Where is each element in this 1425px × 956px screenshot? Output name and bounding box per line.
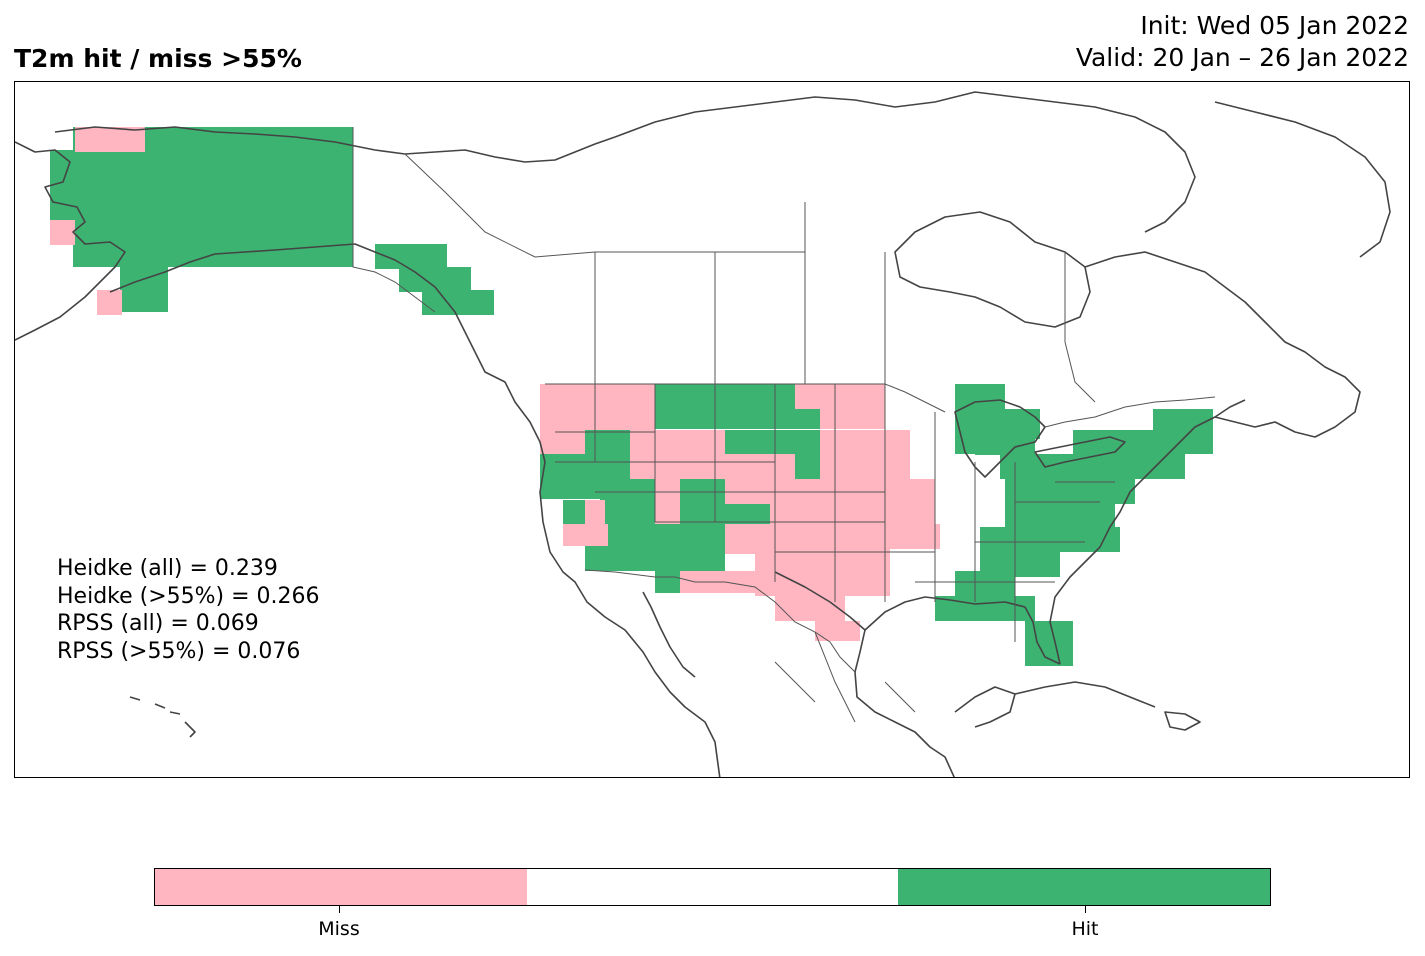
- hit-cell-59: [1085, 479, 1135, 504]
- hit-cell-9: [422, 290, 494, 315]
- hawaii-islands: [129, 696, 196, 738]
- great-lakes: [954, 399, 1046, 478]
- hit-cell-26: [540, 479, 600, 499]
- coastline-east-us: [1049, 399, 1246, 665]
- coastline-gulf-north: [864, 596, 1061, 665]
- colorbar-label-hit: Hit: [1071, 918, 1099, 940]
- hit-cell-52: [1015, 409, 1040, 431]
- coastline-arctic-islands: [614, 91, 1196, 233]
- hit-cell-60: [1005, 502, 1115, 527]
- hit-cell-19: [785, 430, 820, 455]
- miss-cell-33: [585, 500, 605, 525]
- miss-cell-13: [795, 384, 885, 409]
- map-title: T2m hit / miss >55%: [14, 44, 302, 73]
- hit-cell-43: [655, 571, 680, 593]
- miss-cell-23: [700, 454, 795, 479]
- miss-cell-36: [770, 504, 805, 524]
- heidke-all: Heidke (all) = 0.239: [57, 556, 278, 581]
- miss-cell-3: [50, 220, 75, 245]
- skill-scores: Heidke (all) = 0.239 Heidke (>55%) = 0.2…: [57, 555, 320, 665]
- miss-cell-47: [775, 596, 845, 621]
- hit-cell-63: [955, 571, 1015, 596]
- hit-cell-56: [1153, 409, 1213, 454]
- miss-cell-28: [655, 479, 680, 524]
- hit-cell-32: [563, 500, 585, 525]
- hit-cell-4: [75, 242, 120, 267]
- coastline-baja: [642, 591, 696, 678]
- border-quebec: [1064, 252, 1096, 403]
- hit-cell-53: [975, 430, 1035, 455]
- lake-erie-ontario: [1034, 436, 1126, 468]
- hit-cell-57: [1045, 454, 1185, 479]
- coastline-west-us: [539, 461, 721, 777]
- miss-cell-6: [97, 290, 122, 315]
- coastline-alaska-south: [109, 243, 546, 463]
- hit-cell-61: [980, 527, 1120, 552]
- coastline-alaska: [15, 141, 126, 341]
- rpss-55: RPSS (>55%) = 0.076: [57, 638, 301, 664]
- border-us-mexico: [584, 569, 856, 673]
- north-america-map: [15, 91, 1391, 777]
- coastline-labrador: [1084, 251, 1361, 438]
- colorbar-tick-miss: [339, 906, 340, 913]
- valid-range: Valid: 20 Jan – 26 Jan 2022: [1075, 43, 1409, 72]
- colorbar-neutral-segment: [526, 869, 899, 905]
- coastline-cuba: [1014, 681, 1156, 708]
- coastline-yucatan: [954, 686, 1016, 728]
- hit-cell-39: [655, 546, 725, 571]
- hit-cell-35: [725, 504, 770, 524]
- hit-cell-54: [1000, 454, 1045, 479]
- coastline-gulf: [774, 571, 955, 777]
- init-date: Init: Wed 05 Jan 2022: [1140, 11, 1409, 40]
- miss-cell-25: [820, 454, 910, 479]
- colorbar-tick-hit: [1085, 906, 1086, 913]
- coastline-baffin: [1214, 101, 1391, 258]
- hit-cell-34: [605, 524, 735, 546]
- miss-cell-48: [815, 621, 860, 641]
- miss-cell-2: [75, 127, 145, 152]
- hit-cell-18: [725, 430, 785, 455]
- hit-cell-27: [600, 479, 655, 524]
- miss-cell-46: [755, 571, 815, 596]
- hit-cell-29: [680, 479, 725, 524]
- miss-cell-31: [805, 479, 935, 524]
- heidke-55: Heidke (>55%) = 0.266: [57, 583, 320, 609]
- colorbar: [154, 868, 1271, 906]
- coastline-hudson-bay: [894, 211, 1091, 328]
- forecast-dates: Init: Wed 05 Jan 2022 Valid: 20 Jan – 26…: [1076, 10, 1409, 74]
- border-us-states: [555, 384, 1115, 642]
- border-canada-north: [404, 153, 596, 258]
- colorbar-hit-segment: [898, 869, 1271, 905]
- border-mexico-states: [774, 631, 916, 723]
- colorbar-label-miss: Miss: [318, 918, 360, 940]
- colorbar-miss-segment: [155, 869, 527, 905]
- miss-cell-37: [563, 524, 608, 546]
- rpss-all: RPSS (all) = 0.069: [57, 611, 259, 636]
- border-us-canada-east: [1044, 396, 1216, 428]
- hit-cell-58: [1005, 479, 1085, 504]
- hit-cell-12: [655, 384, 795, 429]
- miss-cell-22: [630, 454, 700, 479]
- miss-cell-42: [890, 524, 940, 549]
- hit-cell-24: [795, 454, 820, 479]
- coastline-arctic: [54, 126, 616, 163]
- hit-cell-14: [795, 409, 820, 429]
- miss-cell-15: [820, 409, 885, 429]
- map-panel: [14, 81, 1410, 778]
- border-alaska-canada: [352, 127, 436, 313]
- border-canada-provinces: [594, 202, 886, 384]
- miss-cell-20: [820, 430, 910, 455]
- coastline-hispaniola: [1164, 711, 1201, 731]
